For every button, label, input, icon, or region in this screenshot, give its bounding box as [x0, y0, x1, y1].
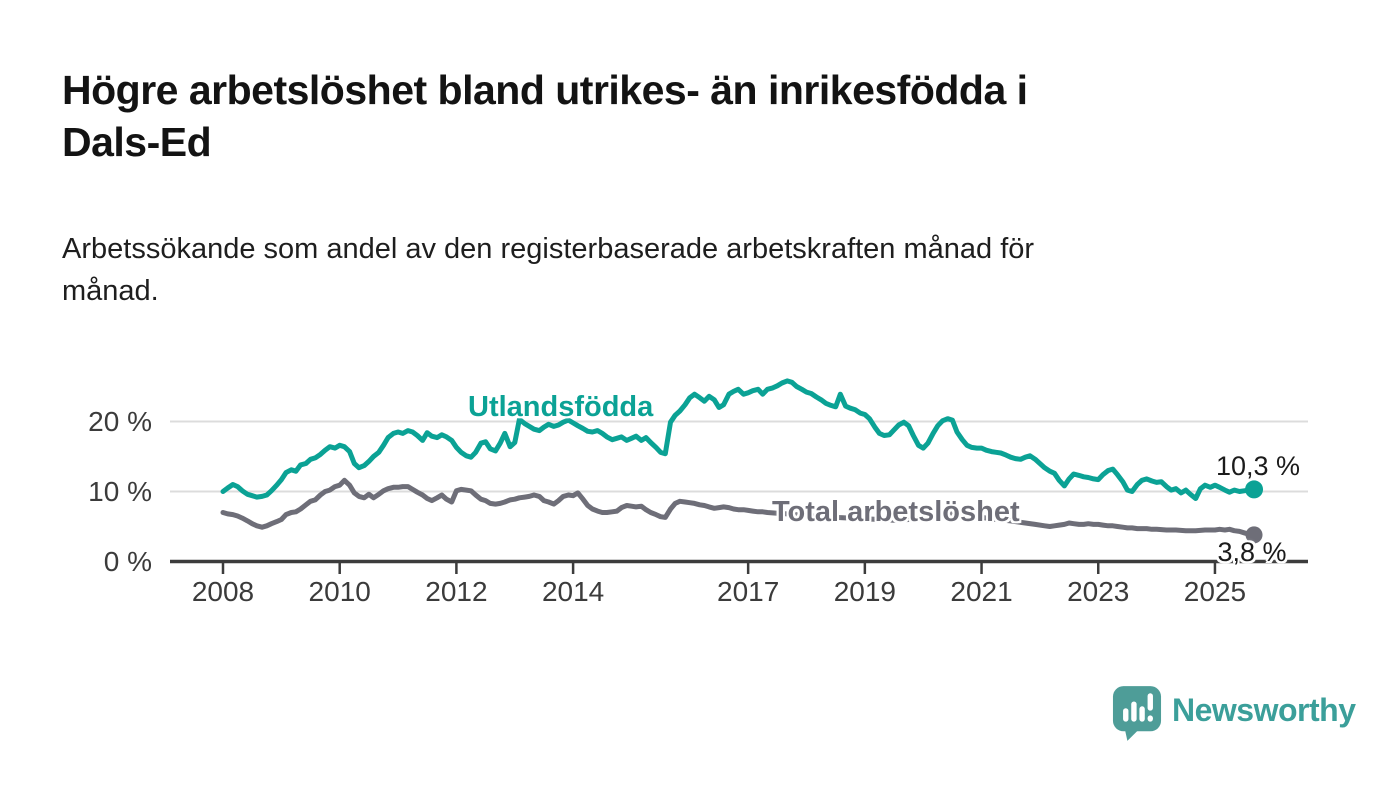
x-tick-label: 2023	[1067, 576, 1129, 607]
x-tick-label: 2025	[1184, 576, 1246, 607]
page-title: Högre arbetslöshet bland utrikes- än inr…	[62, 64, 1028, 168]
end-value-label-utlandsfodda: 10,3 %	[1215, 451, 1301, 481]
chart-subtitle: Arbetssökande som andel av den registerb…	[62, 228, 1034, 312]
y-tick-label: 10 %	[88, 476, 152, 507]
series-line-0	[220, 378, 1257, 501]
speech-bubble-shape	[1112, 686, 1162, 732]
newsworthy-logo: Newsworthy	[1112, 685, 1356, 742]
page-title-line-2: Dals-Ed	[62, 119, 212, 165]
chart-subtitle-line-2: månad.	[62, 275, 159, 307]
newsworthy-logo-text: Newsworthy	[1172, 692, 1356, 728]
page-title-line-1: Högre arbetslöshet bland utrikes- än inr…	[62, 67, 1028, 113]
newsworthy-logo-icon	[1112, 686, 1162, 741]
speech-bubble-tail	[1124, 727, 1141, 741]
y-tick-label: 0 %	[104, 546, 152, 577]
x-tick-label: 2014	[542, 576, 604, 607]
end-value-label-total: 3,8 %	[1217, 537, 1287, 567]
series-line-1	[220, 477, 1257, 538]
x-tick-label: 2012	[425, 576, 487, 607]
series-end-dot-0	[1245, 480, 1264, 499]
bar-chart-icon	[1123, 701, 1145, 722]
series-label-utlandsfodda: Utlandsfödda	[468, 391, 654, 423]
y-tick-label: 20 %	[88, 406, 152, 437]
series-end-dot-1	[1245, 526, 1263, 544]
exclamation-icon	[1147, 693, 1153, 722]
chart-subtitle-line-1: Arbetssökande som andel av den registerb…	[62, 233, 1035, 265]
x-tick-label: 2021	[950, 576, 1012, 607]
x-tick-label: 2010	[309, 576, 371, 607]
x-tick-label: 2017	[717, 576, 779, 607]
x-tick-label: 2008	[192, 576, 254, 607]
series-label-total-arbetsloshet: Total arbetslöshet	[772, 496, 1020, 528]
x-tick-label: 2019	[834, 576, 896, 607]
